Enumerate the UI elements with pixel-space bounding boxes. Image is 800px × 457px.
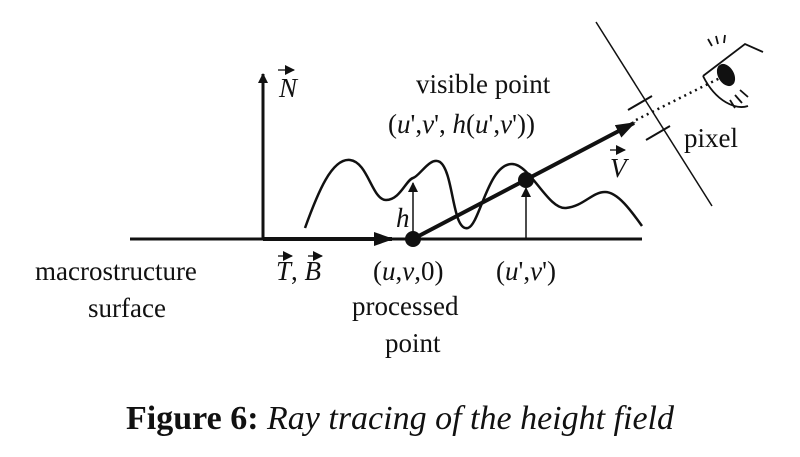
svg-text:V: V: [610, 153, 630, 183]
processed-point-coords: (u,v,0): [373, 256, 443, 286]
pixel-tick-lower: [645, 125, 671, 141]
visible-point-label: visible point: [416, 69, 551, 99]
processed-point-label-line2: point: [385, 328, 441, 358]
svg-text:T, B: T, B: [276, 256, 321, 286]
macrostructure-label-line2: surface: [88, 293, 166, 323]
height-field-curve: [303, 158, 644, 230]
pixel-label: pixel: [684, 123, 738, 153]
pixel-tick-upper: [627, 95, 653, 111]
figure-caption-text: Ray tracing of the height field: [258, 400, 674, 437]
macrostructure-label-line1: macrostructure: [35, 256, 197, 286]
tangent-binormal-label: T, B: [276, 251, 323, 286]
processed-point-label-line1: processed: [352, 291, 459, 321]
processed-point-dot: [405, 231, 421, 247]
visible-point-dot: [518, 172, 534, 188]
figure-number: Figure 6:: [126, 400, 259, 437]
visible-point-coords: (u',v', h(u',v')): [388, 109, 535, 139]
view-vector-label: V: [610, 145, 630, 183]
projected-point-coords: (u',v'): [496, 256, 556, 286]
figure-caption: Figure 6: Ray tracing of the height fiel…: [0, 400, 800, 438]
svg-text:N: N: [278, 73, 299, 103]
normal-label: N: [278, 65, 299, 103]
eye-icon: [702, 34, 764, 109]
height-label: h: [396, 203, 410, 233]
image-plane-line: [595, 21, 713, 207]
